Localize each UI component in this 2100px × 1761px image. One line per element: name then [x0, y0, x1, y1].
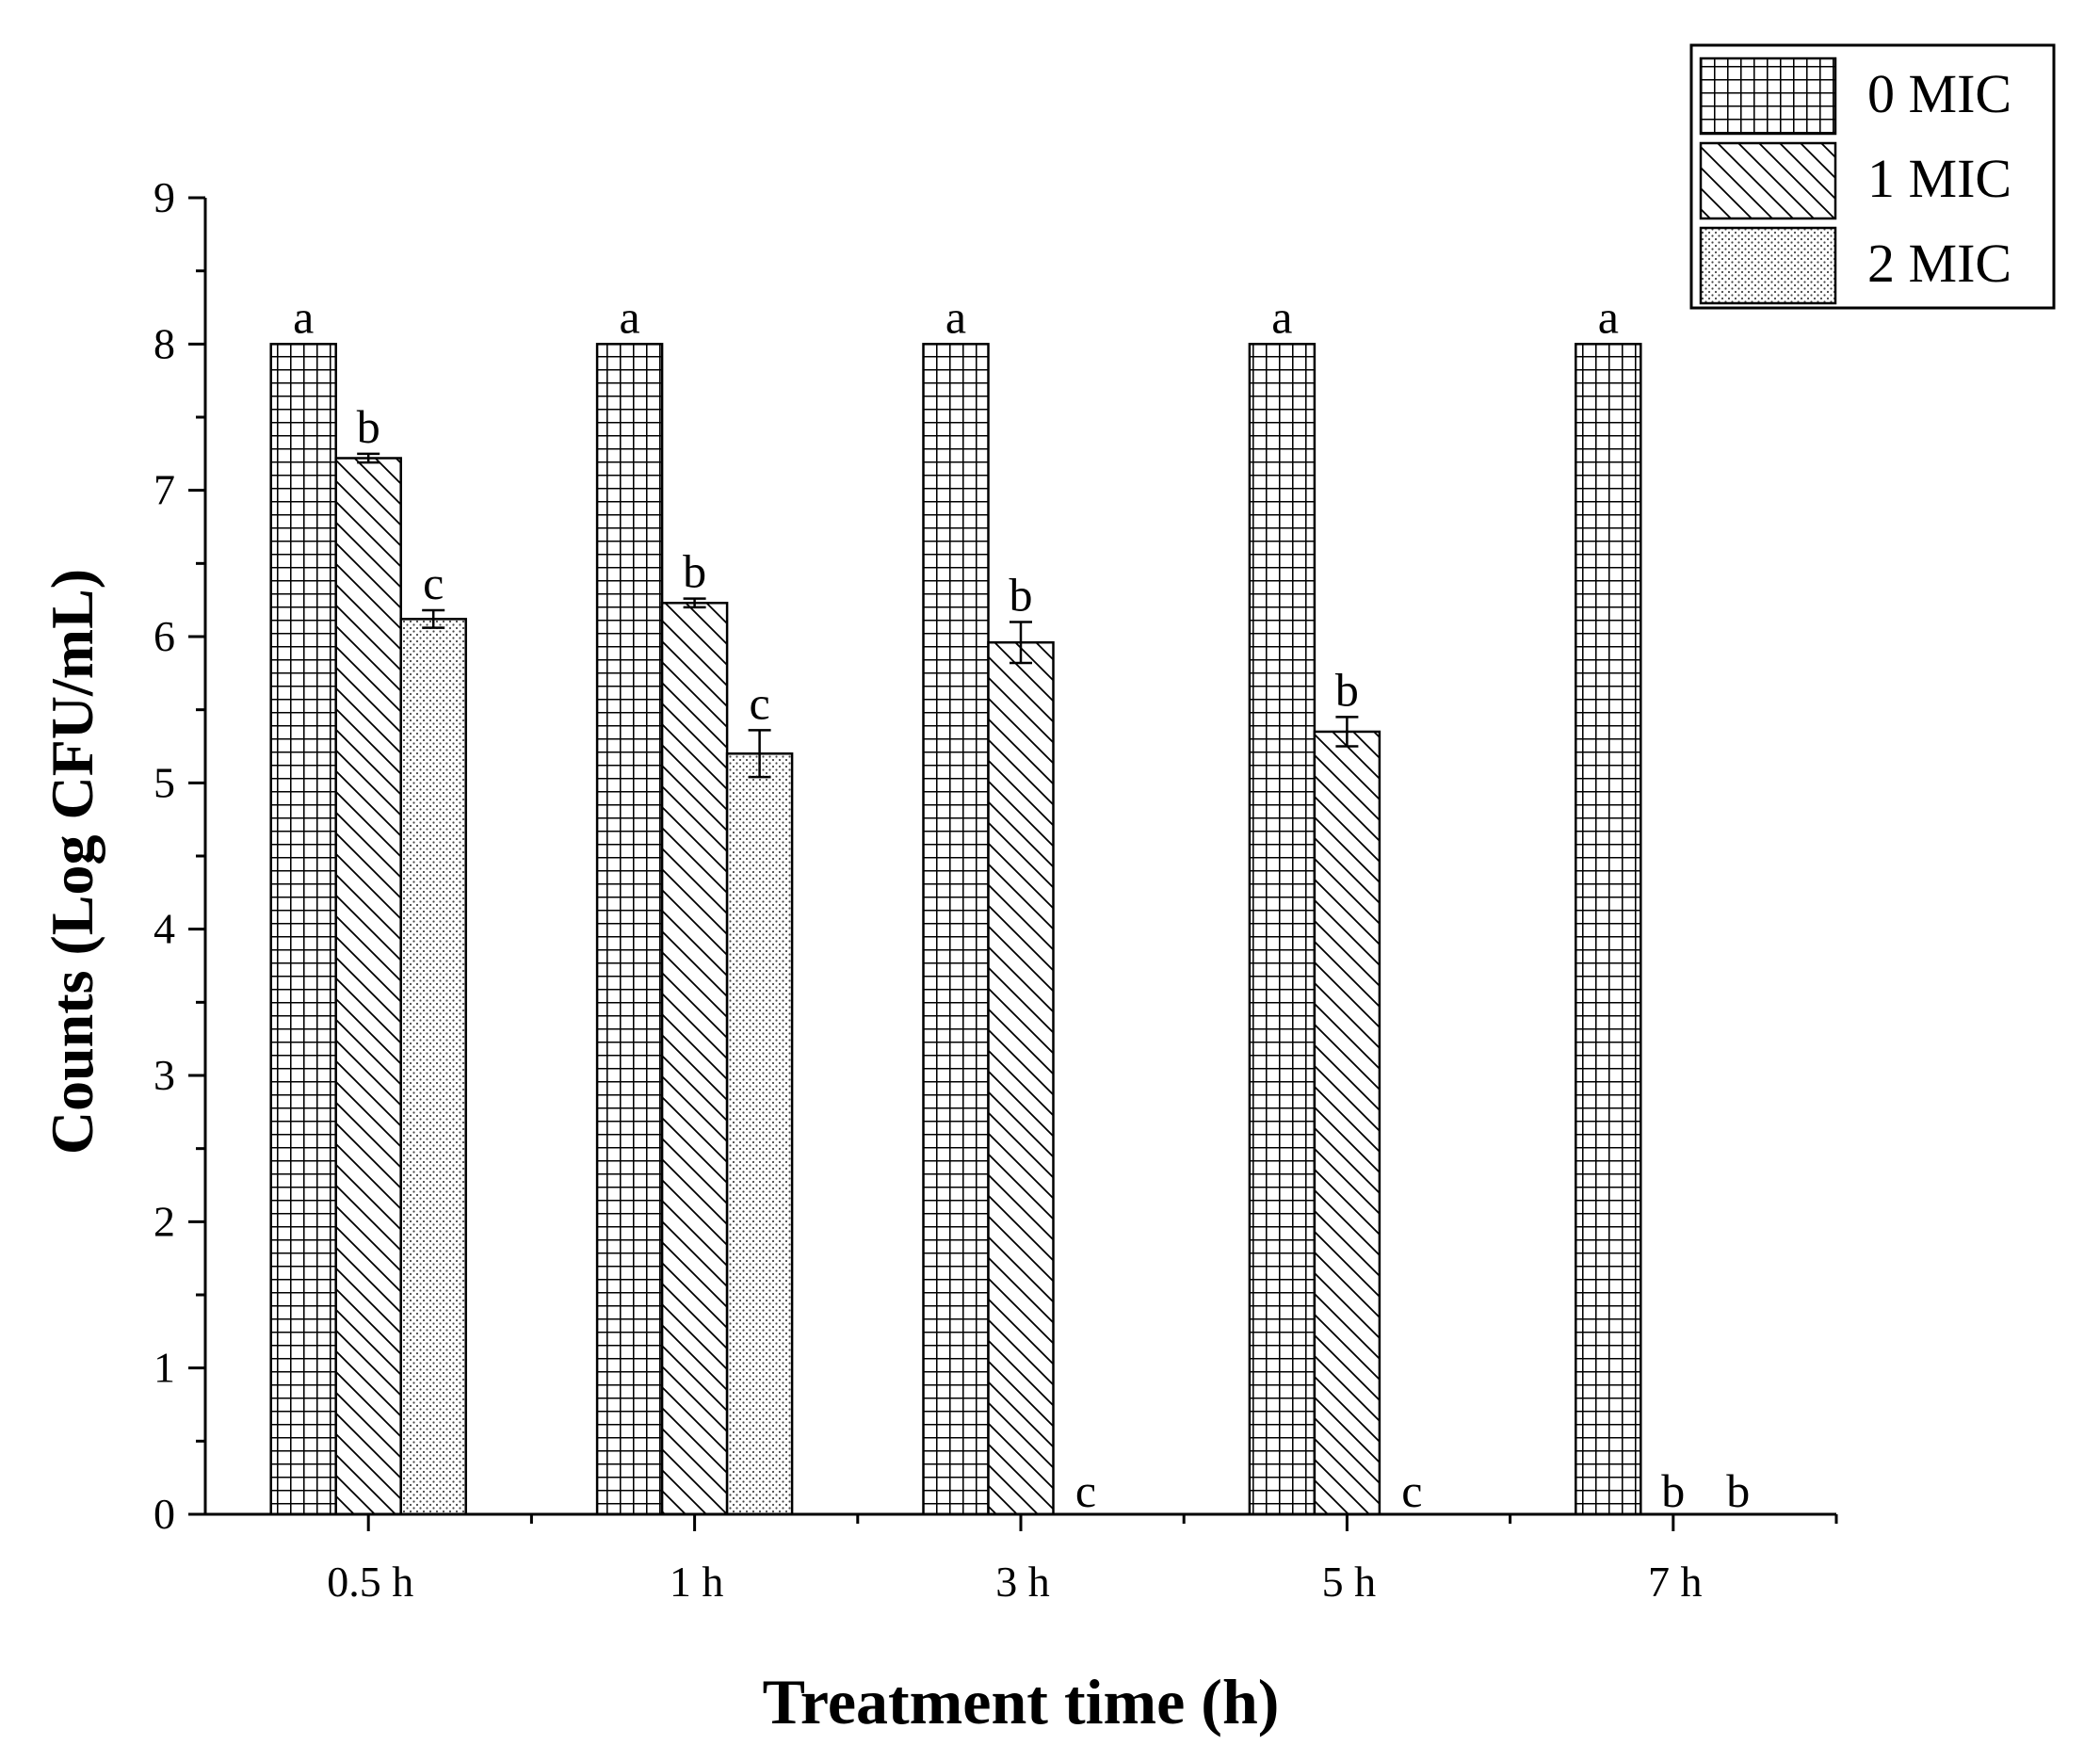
y-tick-label: 2	[153, 1197, 175, 1245]
x-tick-label: 3 h	[995, 1558, 1050, 1606]
significance-letter: c	[749, 676, 769, 729]
significance-letter: b	[357, 400, 380, 453]
significance-letter: b	[1335, 663, 1359, 716]
bar-1-mic-1	[334, 457, 402, 1516]
y-tick-label: 9	[153, 173, 175, 221]
error-bar	[1010, 621, 1032, 665]
error-bar	[683, 597, 706, 609]
legend-swatch	[1699, 57, 1837, 136]
significance-letter: a	[293, 290, 314, 343]
legend-swatch	[1699, 141, 1837, 220]
bar-1-mic-2	[660, 602, 729, 1516]
legend-swatch	[1699, 226, 1837, 305]
y-tick-label: 1	[153, 1344, 175, 1392]
x-axis-title: Treatment time (h)	[763, 1666, 1280, 1737]
y-tick-label: 5	[153, 758, 175, 806]
bar-0-mic-4	[1248, 343, 1317, 1516]
y-tick-label: 7	[153, 466, 175, 514]
significance-letter: a	[945, 290, 966, 343]
significance-letter: c	[1401, 1464, 1422, 1517]
y-axis-ticks: 0 1 2 3 4 5 6 7 8 9	[153, 173, 205, 1538]
x-tick-label: 0.5 h	[327, 1558, 413, 1606]
legend: 0 MIC 1 MIC 2 MIC	[1689, 43, 2056, 310]
error-bar	[422, 608, 445, 629]
significance-letter: a	[1598, 290, 1619, 343]
y-tick-label: 6	[153, 612, 175, 660]
x-tick-label: 5 h	[1322, 1558, 1377, 1606]
significance-letter: b	[1010, 568, 1033, 621]
bar-1-mic-4	[1313, 730, 1381, 1516]
y-tick-label: 3	[153, 1051, 175, 1099]
significance-letter: a	[619, 290, 639, 343]
bar-0-mic-2	[595, 343, 664, 1516]
legend-label: 0 MIC	[1867, 63, 2011, 124]
significance-letter: c	[1075, 1464, 1096, 1517]
significance-letter: b	[683, 545, 706, 598]
bar-1-mic-3	[987, 640, 1055, 1516]
y-tick-label: 8	[153, 319, 175, 367]
bar-0-mic-3	[922, 343, 990, 1516]
error-bar	[748, 729, 771, 779]
x-tick-label: 7 h	[1648, 1558, 1703, 1606]
bar-0-mic-1	[269, 343, 337, 1516]
error-bar	[357, 452, 380, 464]
x-axis-ticks: 0.5 h 1 h 3 h 5 h 7 h	[327, 1514, 1838, 1606]
bar-2-mic-1	[399, 618, 467, 1516]
significance-letter: b	[1661, 1464, 1685, 1517]
legend-label: 1 MIC	[1867, 148, 2011, 209]
legend-label: 2 MIC	[1867, 233, 2011, 294]
bar-2-mic-2	[725, 752, 794, 1516]
significance-letter: a	[1271, 290, 1292, 343]
y-axis-title: Counts (Log CFU/mL)	[39, 569, 105, 1155]
bar-0-mic-5	[1575, 343, 1642, 1516]
significance-letter: b	[1726, 1464, 1750, 1517]
y-tick-label: 4	[153, 905, 175, 953]
y-tick-label: 0	[153, 1490, 175, 1538]
x-tick-label: 1 h	[670, 1558, 724, 1606]
error-bar	[1335, 716, 1359, 748]
significance-letter: c	[423, 557, 444, 609]
